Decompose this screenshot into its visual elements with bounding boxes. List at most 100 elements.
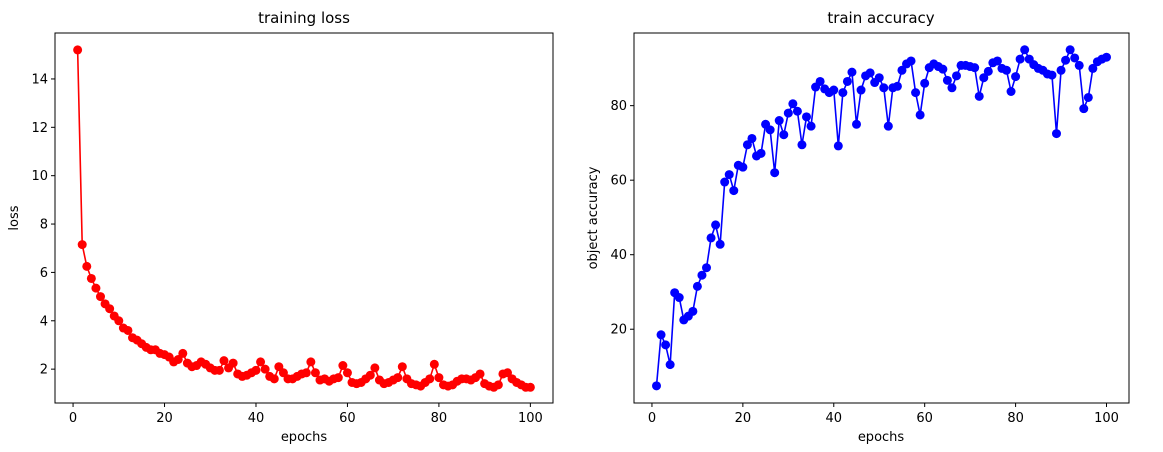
accuracy-data-point (874, 73, 884, 83)
accuracy-data-point (838, 88, 848, 98)
accuracy-data-point (1015, 54, 1025, 64)
loss-data-point (333, 373, 343, 383)
loss-data-point (82, 261, 92, 271)
accuracy-data-point (938, 64, 948, 74)
accuracy-data-point (1056, 65, 1066, 75)
loss-data-point (425, 374, 435, 384)
accuracy-data-point (892, 81, 902, 91)
accuracy-data-point (688, 306, 698, 316)
loss-chart-title: training loss (258, 9, 350, 27)
loss-y-tick-label: 14 (31, 72, 48, 87)
loss-data-point (393, 373, 403, 383)
accuracy-data-point (720, 177, 730, 187)
accuracy-data-point (1006, 87, 1016, 96)
loss-data-point (338, 361, 348, 371)
accuracy-data-point (788, 99, 798, 109)
loss-data-point (525, 382, 535, 392)
loss-data-point (306, 357, 316, 367)
accuracy-y-tick-label: 40 (610, 248, 627, 263)
accuracy-data-point (920, 78, 930, 88)
accuracy-data-point (665, 360, 675, 370)
loss-data-point (73, 45, 83, 55)
loss-series-line (76, 49, 531, 389)
accuracy-data-point (765, 125, 775, 135)
accuracy-data-point (738, 162, 748, 172)
accuracy-data-point (1088, 63, 1098, 73)
accuracy-data-point (711, 220, 721, 230)
accuracy-data-point (1083, 92, 1093, 102)
accuracy-data-point (815, 76, 825, 86)
accuracy-x-tick-label: 20 (735, 411, 752, 426)
accuracy-y-tick-label: 80 (610, 99, 627, 114)
loss-y-tick-label: 6 (40, 266, 48, 281)
loss-x-tick-label: 60 (339, 411, 356, 426)
loss-data-point (260, 364, 270, 374)
loss-x-tick-label: 40 (248, 411, 265, 426)
loss-x-tick-label: 0 (69, 411, 77, 426)
loss-data-point (310, 368, 320, 378)
loss-data-point (301, 368, 311, 378)
loss-y-axis-label: loss (7, 205, 22, 230)
accuracy-data-point (742, 140, 752, 150)
loss-x-axis-label: epochs (281, 430, 328, 445)
loss-data-point (429, 359, 439, 369)
accuracy-data-point (692, 281, 702, 291)
accuracy-data-point (1074, 60, 1084, 70)
accuracy-data-point (697, 270, 707, 280)
accuracy-data-point (992, 56, 1002, 66)
accuracy-data-point (1102, 52, 1111, 62)
loss-data-point (397, 362, 407, 372)
accuracy-data-point (747, 133, 757, 143)
accuracy-data-point (1011, 72, 1021, 82)
loss-y-tick-label: 8 (40, 218, 48, 233)
loss-data-point (256, 357, 266, 367)
accuracy-data-point (856, 85, 866, 95)
accuracy-data-point (842, 76, 852, 86)
accuracy-data-point (779, 130, 789, 140)
accuracy-x-tick-label: 80 (1007, 411, 1024, 426)
loss-data-point (219, 356, 229, 366)
loss-data-point (475, 369, 485, 379)
accuracy-data-point (802, 112, 811, 122)
loss-y-tick-label: 4 (40, 314, 48, 329)
accuracy-data-point (674, 293, 684, 303)
accuracy-y-tick-label: 60 (610, 174, 627, 189)
accuracy-data-point (833, 141, 843, 151)
accuracy-data-point (1079, 104, 1089, 114)
accuracy-data-point (724, 170, 734, 180)
accuracy-plot-area (652, 45, 1111, 391)
accuracy-x-tick-label: 100 (1094, 411, 1119, 426)
accuracy-data-point (911, 88, 921, 98)
loss-y-tick-label: 2 (40, 363, 48, 378)
loss-data-point (493, 380, 503, 390)
loss-y-tick-label: 12 (31, 121, 48, 136)
loss-x-tick-label: 100 (518, 411, 543, 426)
loss-data-point (123, 325, 133, 335)
loss-data-point (96, 292, 105, 302)
loss-data-point (370, 363, 380, 373)
accuracy-data-point (915, 110, 925, 120)
accuracy-data-point (783, 108, 793, 118)
accuracy-data-point (974, 91, 984, 101)
loss-x-tick-label: 80 (431, 411, 448, 426)
accuracy-data-point (661, 340, 671, 350)
loss-axes-frame (54, 32, 554, 404)
loss-data-point (269, 374, 279, 384)
accuracy-data-point (942, 75, 952, 85)
accuracy-data-point (729, 186, 739, 196)
accuracy-x-tick-label: 40 (825, 411, 842, 426)
accuracy-data-point (897, 65, 907, 75)
accuracy-data-point (652, 381, 661, 391)
loss-plot-area (73, 45, 535, 392)
accuracy-y-axis-label: object accuracy (586, 166, 601, 269)
loss-chart: training loss epochs loss 0 20 40 60 80 100 2 4… (7, 9, 554, 445)
accuracy-data-point (702, 263, 711, 273)
accuracy-data-point (952, 71, 961, 81)
loss-data-point (77, 240, 87, 250)
accuracy-data-point (792, 106, 802, 116)
accuracy-data-point (770, 168, 780, 178)
loss-data-point (434, 373, 444, 383)
accuracy-data-point (1070, 53, 1080, 63)
accuracy-data-point (852, 119, 861, 129)
loss-x-tick-label: 20 (156, 411, 173, 426)
